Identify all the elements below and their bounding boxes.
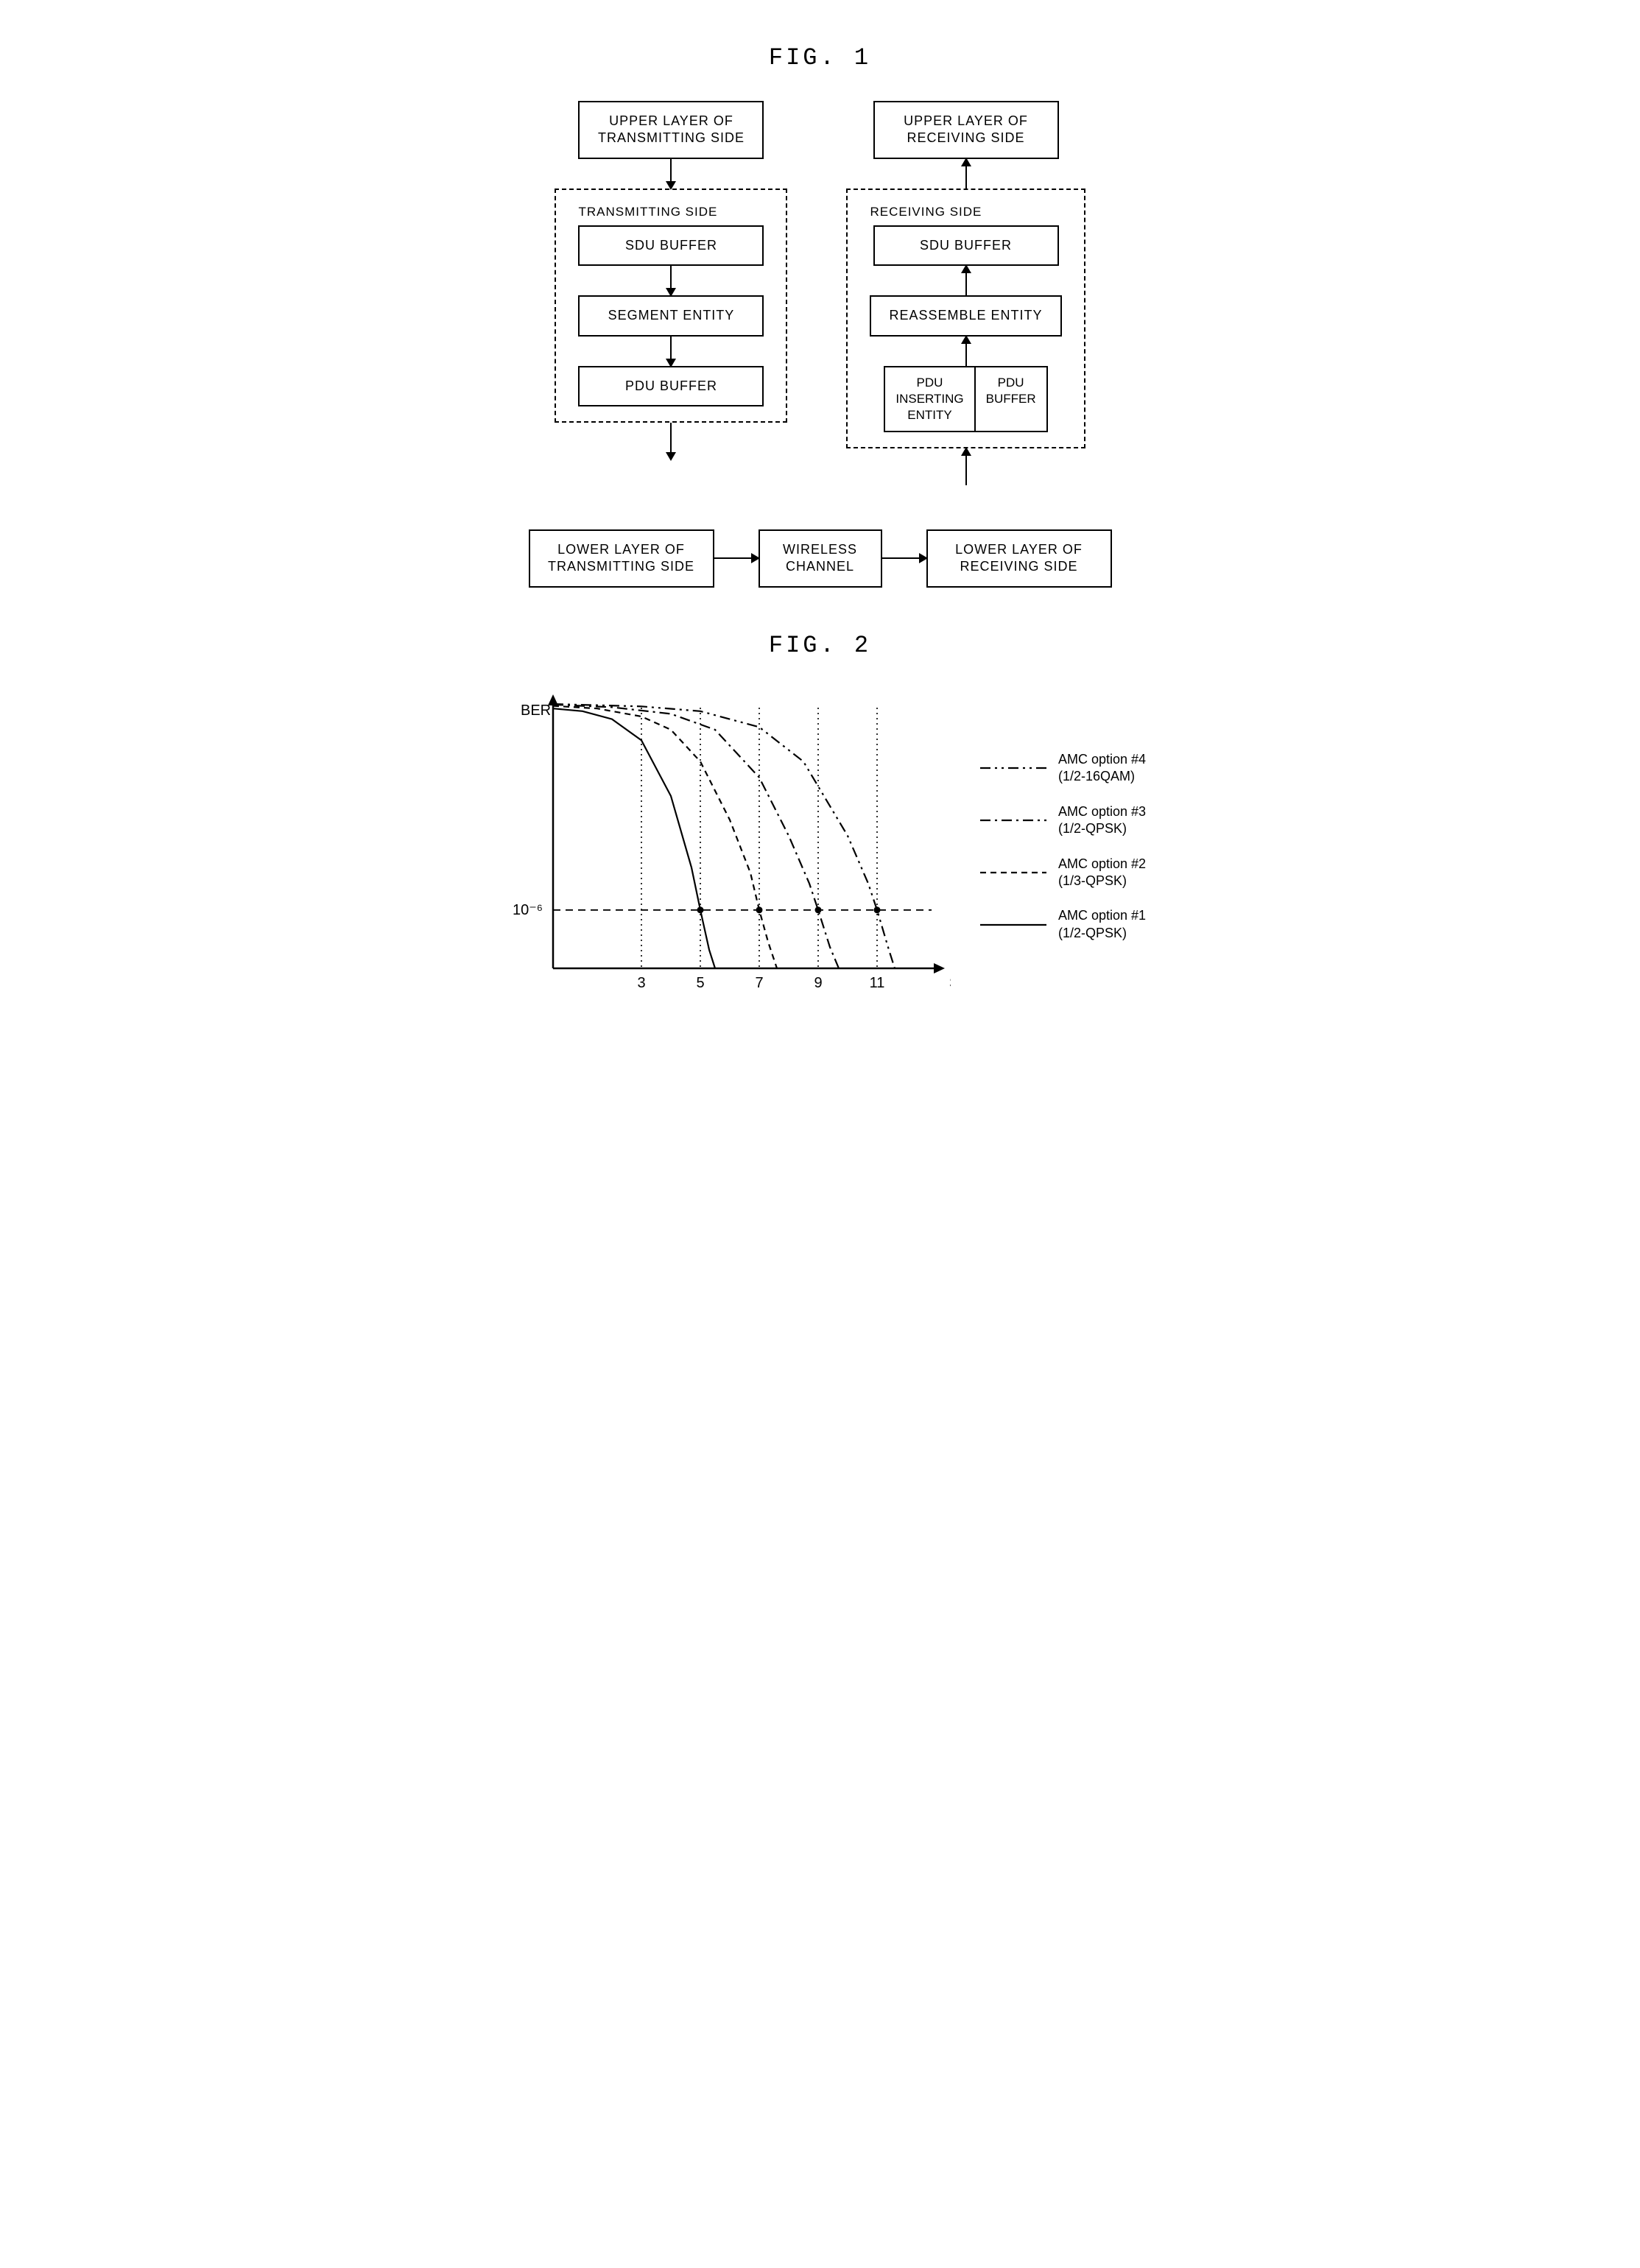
arrow-right-icon [882, 557, 926, 559]
rx-reassemble-entity-box: REASSEMBLE ENTITY [870, 295, 1061, 336]
arrow-down-icon [670, 337, 672, 366]
tx-dashed-container: TRANSMITTING SIDE SDU BUFFER SEGMENT ENT… [555, 189, 787, 423]
svg-text:BER: BER [521, 702, 551, 719]
tx-upper-layer-box: UPPER LAYER OF TRANSMITTING SIDE [578, 101, 764, 159]
tx-sdu-buffer-box: SDU BUFFER [578, 225, 764, 266]
ber-snr-chart: 3 5 7 9 11 10⁻⁶ BER SNR[dB] [494, 688, 951, 1005]
svg-text:11: 11 [870, 975, 885, 991]
legend-swatch [980, 868, 1046, 877]
legend-label: AMC option #4(1/2-16QAM) [1058, 751, 1146, 786]
legend-item-opt3: AMC option #3(1/2-QPSK) [980, 803, 1146, 838]
arrow-down-icon [670, 423, 672, 459]
rx-sdu-buffer-box: SDU BUFFER [873, 225, 1059, 266]
legend-label: AMC option #2(1/3-QPSK) [1058, 856, 1146, 890]
fig1-flowchart: UPPER LAYER OF TRANSMITTING SIDE TRANSMI… [29, 101, 1611, 485]
fig2-container: 3 5 7 9 11 10⁻⁶ BER SNR[dB] AMC option #4(1/2-1… [29, 688, 1611, 1005]
arrow-up-icon [965, 448, 967, 485]
rx-column: UPPER LAYER OF RECEIVING SIDE RECEIVING … [846, 101, 1085, 485]
legend-label: AMC option #3(1/2-QPSK) [1058, 803, 1146, 838]
tx-segment-entity-box: SEGMENT ENTITY [578, 295, 764, 336]
tx-wrap-label: TRANSMITTING SIDE [578, 205, 764, 219]
arrow-right-icon [714, 557, 759, 559]
legend-label: AMC option #1(1/2-QPSK) [1058, 907, 1146, 942]
svg-text:3: 3 [637, 975, 645, 991]
arrow-down-icon [670, 266, 672, 295]
legend-swatch [980, 764, 1046, 772]
fig2-title: FIG. 2 [29, 632, 1611, 659]
tx-pdu-buffer-box: PDU BUFFER [578, 366, 764, 406]
tx-column: UPPER LAYER OF TRANSMITTING SIDE TRANSMI… [555, 101, 787, 485]
rx-lower-layer-box: LOWER LAYER OF RECEIVING SIDE [926, 529, 1112, 588]
svg-text:10⁻⁶: 10⁻⁶ [513, 901, 543, 918]
arrow-down-icon [670, 159, 672, 189]
rx-dashed-container: RECEIVING SIDE SDU BUFFER REASSEMBLE ENT… [846, 189, 1085, 448]
chart-legend: AMC option #4(1/2-16QAM) AMC option #3(1/… [980, 751, 1146, 942]
rx-wrap-label: RECEIVING SIDE [870, 205, 1061, 219]
legend-item-opt4: AMC option #4(1/2-16QAM) [980, 751, 1146, 786]
legend-swatch [980, 920, 1046, 929]
svg-text:5: 5 [696, 975, 704, 991]
arrow-up-icon [965, 159, 967, 189]
arrow-up-icon [965, 266, 967, 295]
svg-text:SNR[dB]: SNR[dB] [949, 975, 951, 991]
rx-pdu-inserting-entity: PDU INSERTING ENTITY [885, 367, 975, 431]
rx-pdu-split-box: PDU INSERTING ENTITY PDU BUFFER [884, 366, 1047, 432]
tx-lower-layer-box: LOWER LAYER OF TRANSMITTING SIDE [529, 529, 714, 588]
arrow-up-icon [965, 337, 967, 366]
rx-upper-layer-box: UPPER LAYER OF RECEIVING SIDE [873, 101, 1059, 159]
legend-item-opt1: AMC option #1(1/2-QPSK) [980, 907, 1146, 942]
rx-pdu-buffer: PDU BUFFER [976, 367, 1046, 431]
legend-swatch [980, 816, 1046, 825]
fig1-title: FIG. 1 [29, 44, 1611, 71]
wireless-channel-box: WIRELESS CHANNEL [759, 529, 882, 588]
svg-text:7: 7 [755, 975, 763, 991]
legend-item-opt2: AMC option #2(1/3-QPSK) [980, 856, 1146, 890]
fig1-bottom-row: LOWER LAYER OF TRANSMITTING SIDE WIRELES… [29, 529, 1611, 588]
svg-text:9: 9 [814, 975, 822, 991]
